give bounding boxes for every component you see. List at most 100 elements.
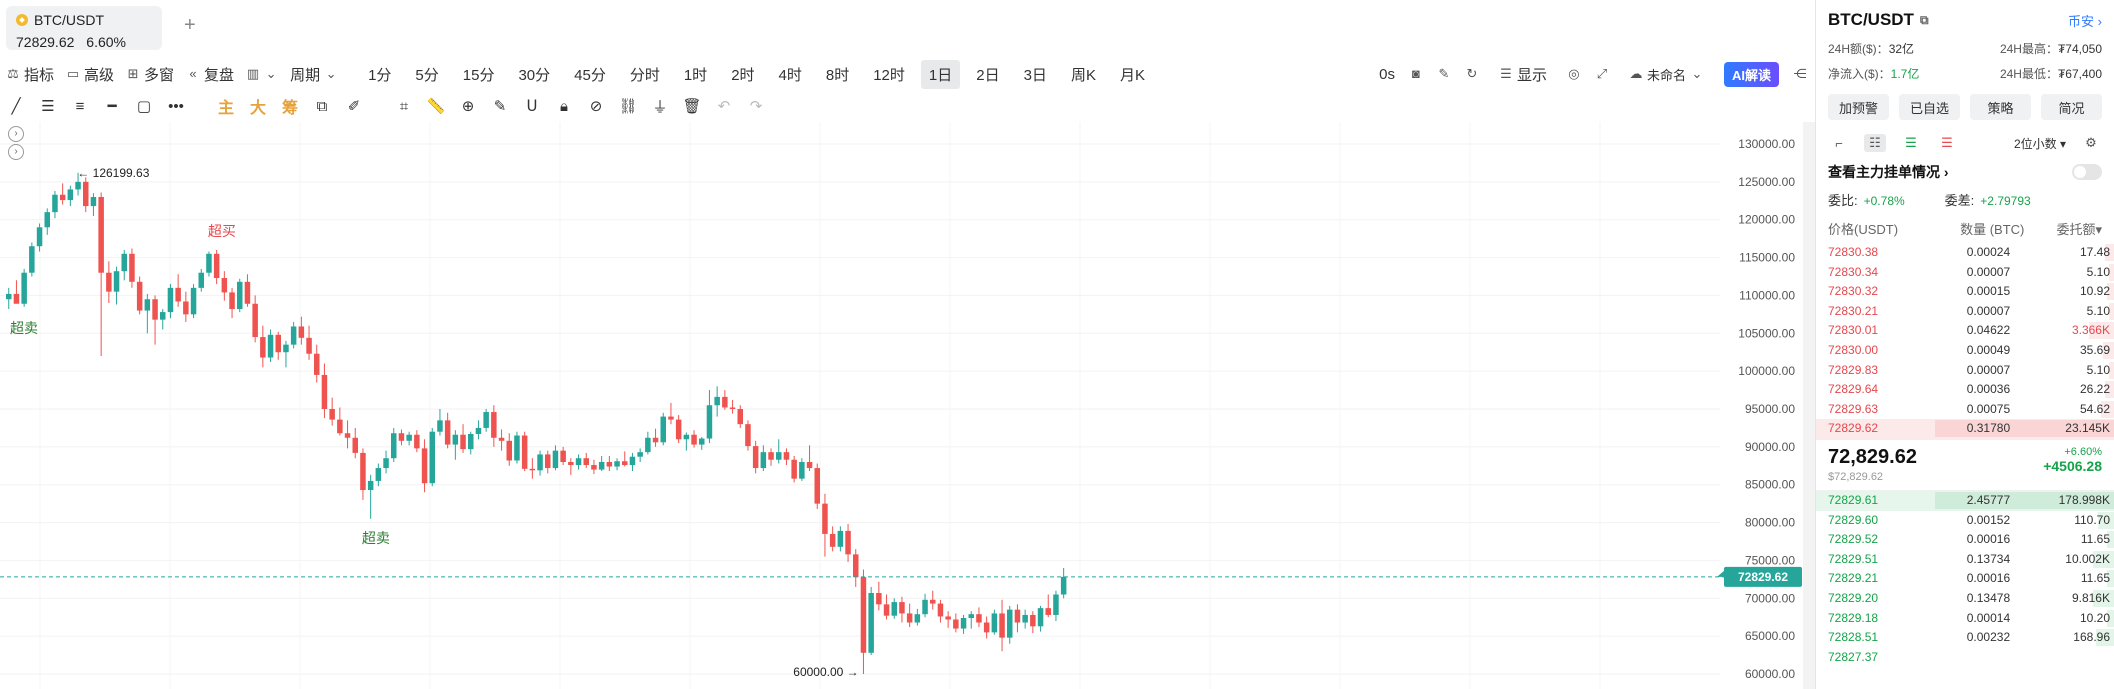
candle[interactable] — [506, 433, 513, 466]
candle[interactable] — [714, 386, 720, 417]
candle[interactable] — [468, 431, 474, 455]
indicators-button[interactable]: ⚖ 指标 — [0, 60, 60, 89]
strategy-button[interactable]: 策略 — [1970, 94, 2031, 120]
candle[interactable] — [252, 295, 258, 343]
candle[interactable] — [822, 493, 828, 557]
candle[interactable] — [329, 397, 335, 426]
candle[interactable] — [960, 614, 967, 634]
ask-row[interactable]: 72830.32 0.00015 10.92 — [1816, 282, 2114, 302]
undo-icon[interactable]: ↶ — [717, 98, 731, 115]
candle[interactable] — [598, 455, 605, 472]
bid-row[interactable]: 72829.52 0.00016 11.65 — [1816, 530, 2114, 550]
candle[interactable] — [391, 427, 397, 462]
ai-interpret-button[interactable]: AI解读 — [1723, 61, 1779, 87]
candle[interactable] — [829, 526, 836, 552]
candle[interactable] — [776, 439, 782, 464]
orderbook-toggle[interactable] — [2072, 164, 2102, 180]
replay-button[interactable]: « 复盘 — [180, 60, 240, 89]
candle[interactable] — [6, 287, 12, 310]
candle[interactable] — [706, 390, 713, 444]
candle[interactable] — [737, 405, 744, 428]
candle[interactable] — [98, 192, 104, 356]
bid-row[interactable]: 72829.18 0.00014 10.20 — [1816, 609, 2114, 629]
timeframe-0[interactable]: 1分 — [368, 66, 392, 84]
candle[interactable] — [36, 223, 43, 252]
candle[interactable] — [244, 274, 251, 307]
candle[interactable] — [83, 177, 89, 213]
candle[interactable] — [367, 474, 374, 519]
candle[interactable] — [783, 448, 790, 466]
magic-pen-icon[interactable]: ✐ — [347, 98, 361, 115]
candle[interactable] — [637, 448, 643, 462]
zoom-icon[interactable]: ⊕ — [461, 98, 475, 115]
precision-dropdown[interactable]: 2位小数 ▾ — [2014, 135, 2066, 152]
candle[interactable] — [629, 452, 636, 472]
candle[interactable] — [699, 437, 705, 450]
timeframe-5[interactable]: 分时 — [629, 66, 660, 84]
candle[interactable] — [460, 424, 466, 453]
candle[interactable] — [75, 172, 81, 196]
candle[interactable] — [1014, 604, 1021, 633]
candle[interactable] — [498, 429, 505, 451]
candle[interactable] — [991, 609, 998, 635]
candle[interactable] — [106, 261, 112, 303]
ask-row[interactable]: 72830.38 0.00024 17.48 — [1816, 243, 2114, 263]
candle[interactable] — [375, 463, 382, 487]
orderbook-asks-icon[interactable]: ☰ — [1941, 135, 1953, 150]
magnet-icon[interactable]: ᑌ — [526, 98, 538, 115]
candle[interactable] — [136, 276, 143, 315]
candle[interactable] — [44, 208, 51, 235]
candle[interactable] — [175, 274, 181, 307]
candle[interactable] — [514, 431, 520, 464]
candle[interactable] — [283, 340, 289, 368]
candlestick-chart[interactable]: 130000.00 125000.00 120000.00 115000.00 1100… — [0, 122, 1803, 689]
settings-icon[interactable]: ⚙ — [2085, 135, 2097, 150]
add-tab-button[interactable]: + — [184, 14, 196, 36]
pen-icon[interactable]: ✎ — [1438, 66, 1450, 81]
bid-row[interactable]: 72829.20 0.13478 9.816K — [1816, 589, 2114, 609]
candle[interactable] — [614, 458, 620, 471]
candle[interactable] — [968, 611, 975, 629]
candle[interactable] — [1007, 605, 1013, 644]
candle[interactable] — [1022, 609, 1028, 629]
candle[interactable] — [483, 409, 489, 432]
candle[interactable] — [414, 430, 420, 453]
candle[interactable] — [675, 415, 682, 444]
candle[interactable] — [298, 316, 305, 345]
candle[interactable] — [113, 266, 120, 305]
expand-icon[interactable]: › — [8, 126, 24, 142]
more-tools-icon[interactable]: ••• — [168, 97, 184, 115]
candle[interactable] — [21, 268, 27, 307]
candle[interactable] — [853, 549, 859, 587]
lock-icon[interactable]: 🔒︎ — [560, 97, 568, 115]
orderbook-major-link[interactable]: 查看主力挂单情况 › — [1816, 154, 2114, 182]
period-dropdown[interactable]: 周期 ⌄ — [284, 60, 344, 89]
timeframe-13[interactable]: 3日 — [1023, 66, 1047, 84]
candle[interactable] — [914, 608, 921, 626]
big-order-toggle[interactable]: 大 — [249, 100, 266, 117]
timeframe-10[interactable]: 12时 — [873, 66, 905, 84]
link-icon[interactable]: ⛓ — [618, 98, 638, 115]
candle[interactable] — [660, 412, 667, 446]
candle[interactable] — [314, 344, 320, 383]
bid-row[interactable]: 72827.37 — [1816, 648, 2114, 668]
orderbook-mode-icon[interactable]: ⌐ — [1835, 135, 1843, 151]
candle[interactable] — [668, 402, 674, 425]
bid-row[interactable]: 72829.51 0.13734 10.002K — [1816, 550, 2114, 570]
chart-type-dropdown[interactable]: ▥ ⌄ — [240, 63, 284, 85]
channel-tool-icon[interactable]: ≡ — [75, 97, 85, 115]
timeframe-1[interactable]: 5分 — [415, 66, 439, 84]
candle[interactable] — [521, 431, 528, 472]
ask-row[interactable]: 72830.21 0.00007 5.10 — [1816, 302, 2114, 322]
candle[interactable] — [645, 431, 651, 455]
timeframe-11[interactable]: 1日 — [920, 59, 961, 89]
candle[interactable] — [768, 448, 774, 466]
candle[interactable] — [152, 295, 158, 345]
candle[interactable] — [229, 287, 235, 319]
hide-drawings-icon[interactable]: ⊘ — [589, 98, 603, 115]
candle[interactable] — [745, 420, 751, 451]
candle[interactable] — [729, 399, 736, 414]
candle[interactable] — [722, 390, 728, 410]
candle[interactable] — [437, 409, 443, 436]
candle[interactable] — [452, 430, 459, 460]
